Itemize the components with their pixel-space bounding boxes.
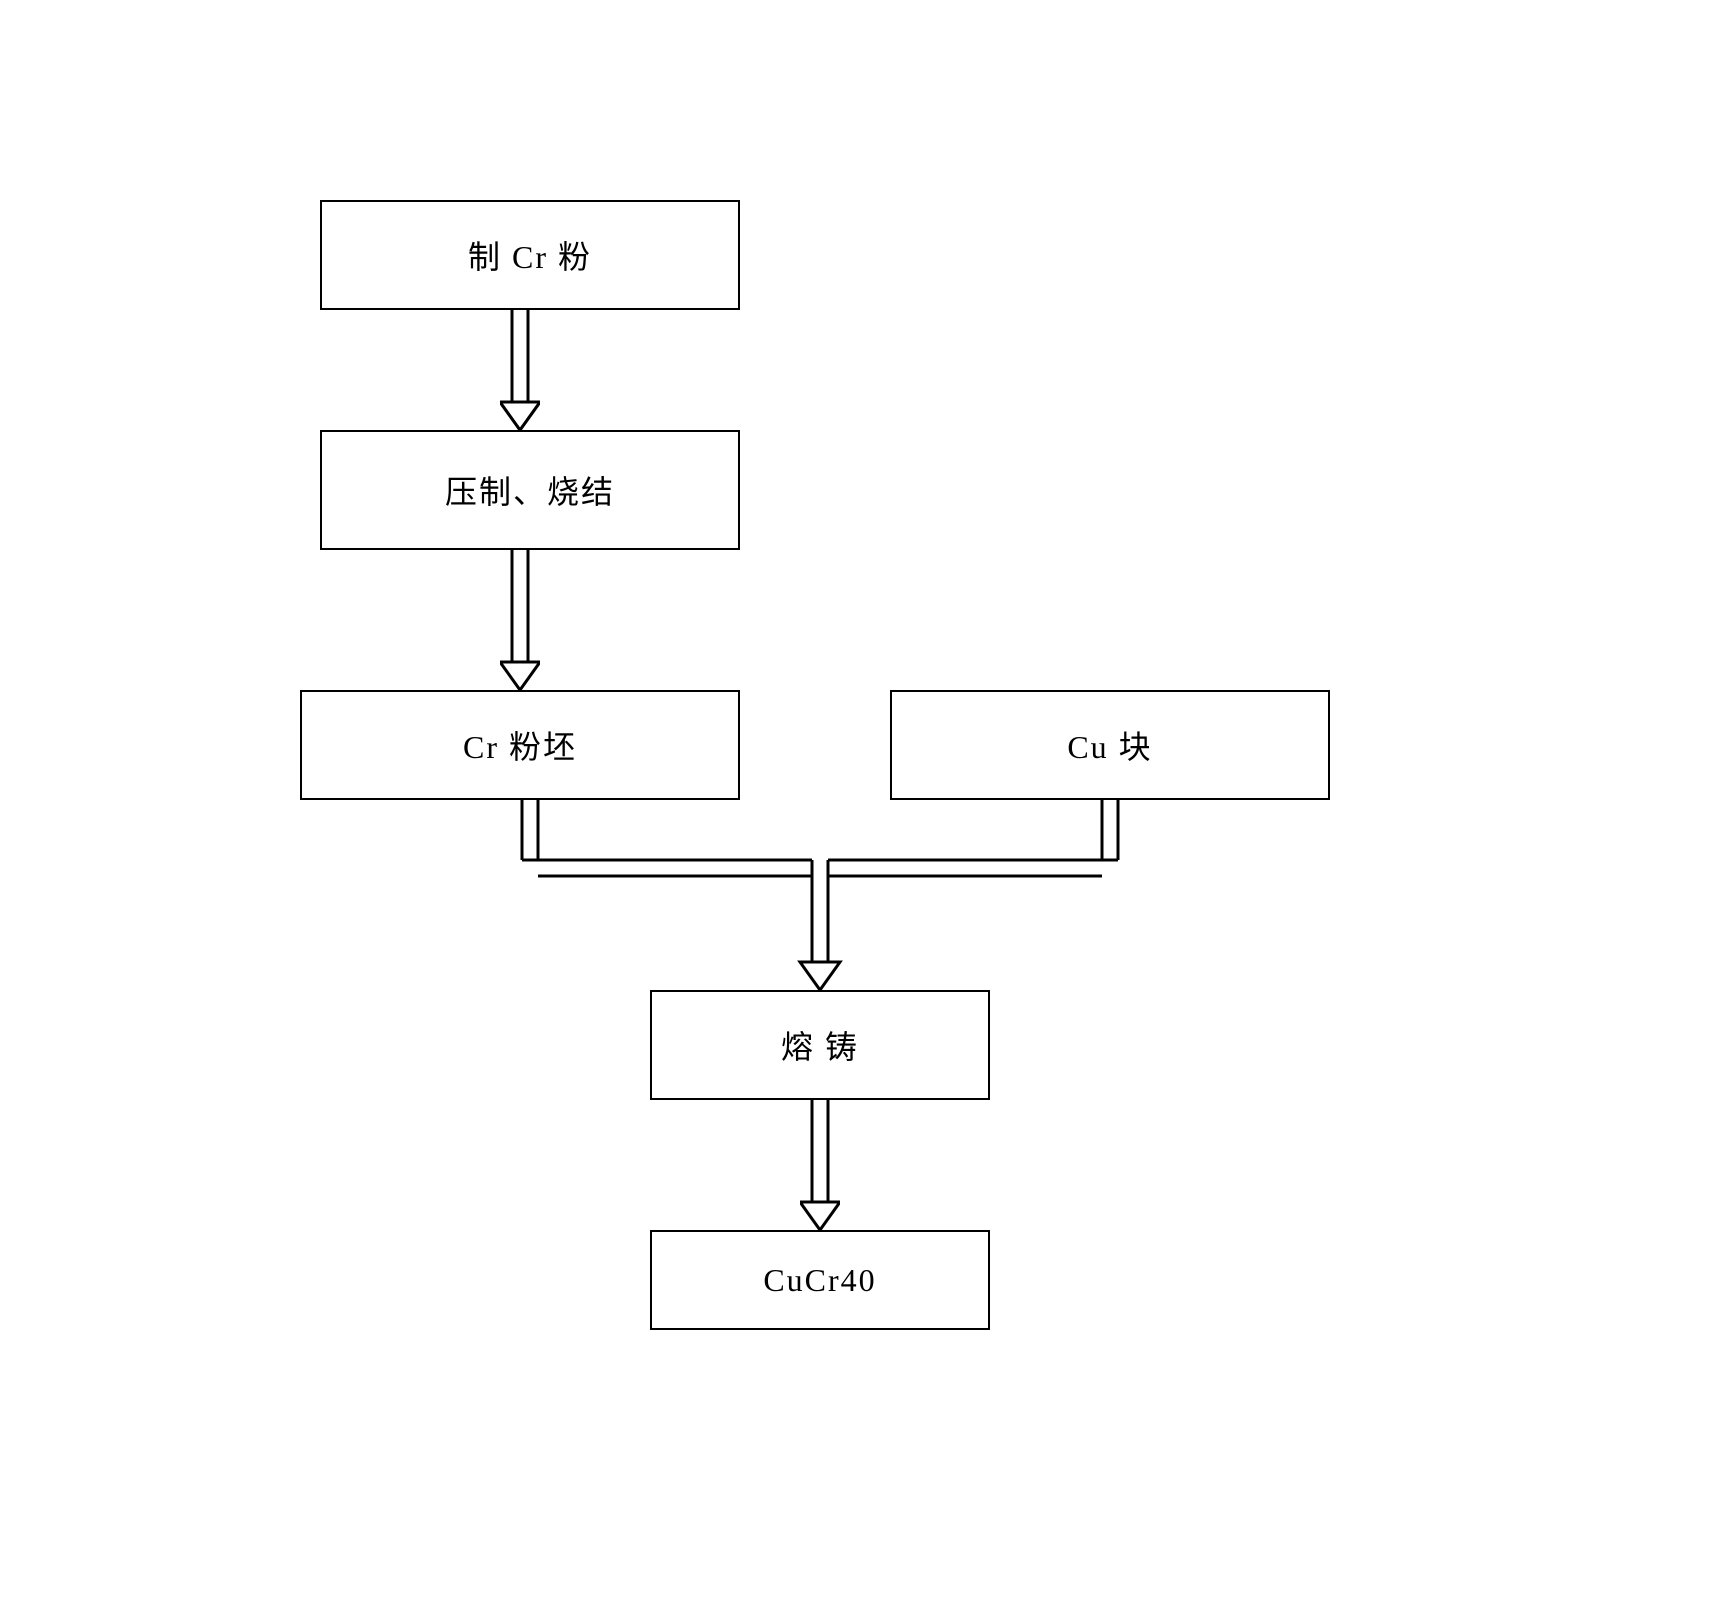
node-label: 熔 铸: [781, 1022, 859, 1068]
node-cucr40: CuCr40: [650, 1230, 990, 1330]
node-label: Cr 粉坯: [463, 722, 577, 768]
node-label: 压制、烧结: [445, 467, 615, 513]
arrow-1: [500, 310, 540, 430]
arrow-2: [500, 550, 540, 690]
node-press-sinter: 压制、烧结: [320, 430, 740, 550]
node-cu-block: Cu 块: [890, 690, 1330, 800]
node-melt-cast: 熔 铸: [650, 990, 990, 1100]
node-cr-powder-billet: Cr 粉坯: [300, 690, 740, 800]
arrow-4: [800, 1100, 840, 1230]
node-make-cr-powder: 制 Cr 粉: [320, 200, 740, 310]
node-label: 制 Cr 粉: [468, 232, 592, 278]
node-label: CuCr40: [763, 1262, 876, 1299]
node-label: Cu 块: [1067, 722, 1152, 768]
arrow-merge: [300, 800, 1340, 990]
